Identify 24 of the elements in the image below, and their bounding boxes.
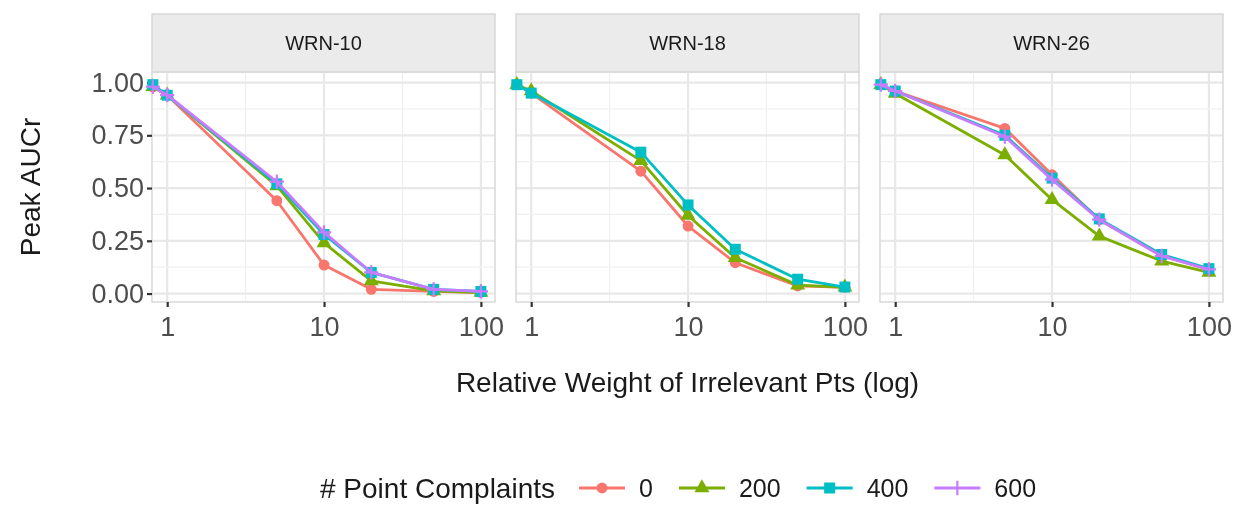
x-tick-label: 10 xyxy=(673,311,704,342)
y-axis-title: Peak AUCr xyxy=(15,117,46,257)
x-tick-label: 10 xyxy=(1037,311,1068,342)
x-tick-label: 100 xyxy=(1186,311,1232,342)
legend-label: 600 xyxy=(994,474,1037,502)
legend-title: # Point Complaints xyxy=(320,473,556,504)
x-tick-label: 1 xyxy=(160,311,176,342)
y-tick-label: 0.50 xyxy=(91,173,144,204)
chart-title: WRN-18 xyxy=(649,32,726,54)
y-tick-label: 0.75 xyxy=(91,120,144,151)
y-tick-label: 0.25 xyxy=(91,225,144,256)
y-tick-label: 0.00 xyxy=(91,278,144,309)
chart-title: WRN-26 xyxy=(1013,32,1090,54)
x-tick-label: 10 xyxy=(309,311,340,342)
x-tick-label: 1 xyxy=(888,311,904,342)
legend-label: 200 xyxy=(738,474,781,502)
x-axis-title: Relative Weight of Irrelevant Pts (log) xyxy=(455,367,920,398)
legend-label: 400 xyxy=(866,474,909,502)
x-tick-label: 1 xyxy=(524,311,540,342)
x-tick-label: 100 xyxy=(822,311,868,342)
y-tick-label: 1.00 xyxy=(91,67,144,98)
chart-title: WRN-10 xyxy=(285,32,362,54)
x-tick-label: 100 xyxy=(458,311,504,342)
legend-label: 0 xyxy=(639,474,653,502)
